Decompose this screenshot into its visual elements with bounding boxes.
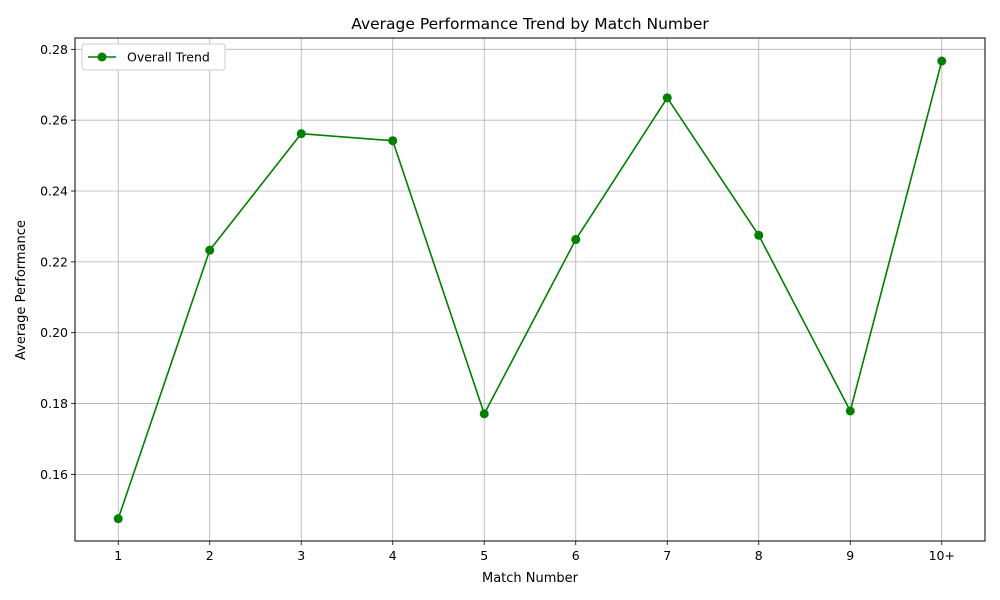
y-tick-label: 0.16 (40, 467, 68, 482)
legend: Overall Trend (81, 43, 226, 71)
y-axis-label: Average Performance (14, 220, 29, 360)
x-tick-label: 6 (572, 548, 580, 563)
legend-box (81, 43, 226, 71)
x-tick-label: 1 (114, 548, 122, 563)
legend-label: Overall Trend (127, 50, 210, 65)
y-tick-label: 0.28 (40, 42, 68, 57)
x-tick-label: 2 (206, 548, 214, 563)
data-point (296, 129, 306, 139)
ticks: 1 2 3 4 5 6 7 8 9 10+ 0.16 0.18 0.20 0.22 0.24 0.26 0.28 (40, 42, 955, 563)
x-tick-label: 7 (663, 548, 671, 563)
x-tick-label: 10+ (929, 548, 955, 563)
y-tick-label: 0.22 (40, 254, 68, 269)
series-layer (113, 56, 947, 524)
chart-title: Average Performance Trend by Match Numbe… (351, 15, 709, 33)
data-point (479, 409, 489, 419)
data-point (662, 93, 672, 103)
data-point (571, 235, 581, 245)
x-tick-label: 9 (846, 548, 854, 563)
x-axis-label: Match Number (482, 571, 579, 586)
y-tick-label: 0.18 (40, 396, 68, 411)
data-point (754, 230, 764, 240)
y-tick-label: 0.26 (40, 113, 68, 128)
x-tick-label: 5 (480, 548, 488, 563)
y-tick-label: 0.24 (40, 184, 68, 199)
data-point (205, 245, 215, 255)
data-point (388, 136, 398, 146)
grid (75, 38, 985, 541)
data-point (845, 406, 855, 416)
series-line (117, 60, 943, 519)
plot-frame (74, 37, 986, 542)
x-tick-label: 4 (389, 548, 397, 563)
data-point (937, 56, 947, 66)
x-tick-label: 3 (297, 548, 305, 563)
legend-marker (97, 52, 107, 62)
data-point (113, 514, 123, 524)
x-tick-label: 8 (755, 548, 763, 563)
y-tick-label: 0.20 (40, 325, 68, 340)
